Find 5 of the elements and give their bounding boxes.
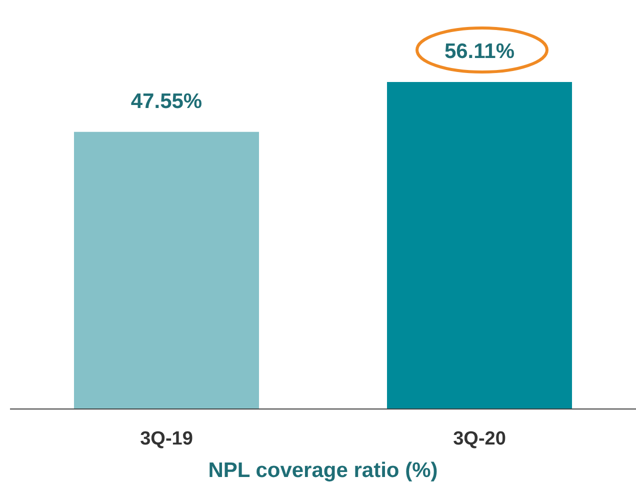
data-label: 47.55% [130,90,202,113]
x-tick-label: 3Q-20 [453,428,506,450]
x-axis-title: NPL coverage ratio (%) [208,459,438,482]
data-label: 56.11% [444,40,515,63]
x-tick-label: 3Q-19 [140,428,193,450]
